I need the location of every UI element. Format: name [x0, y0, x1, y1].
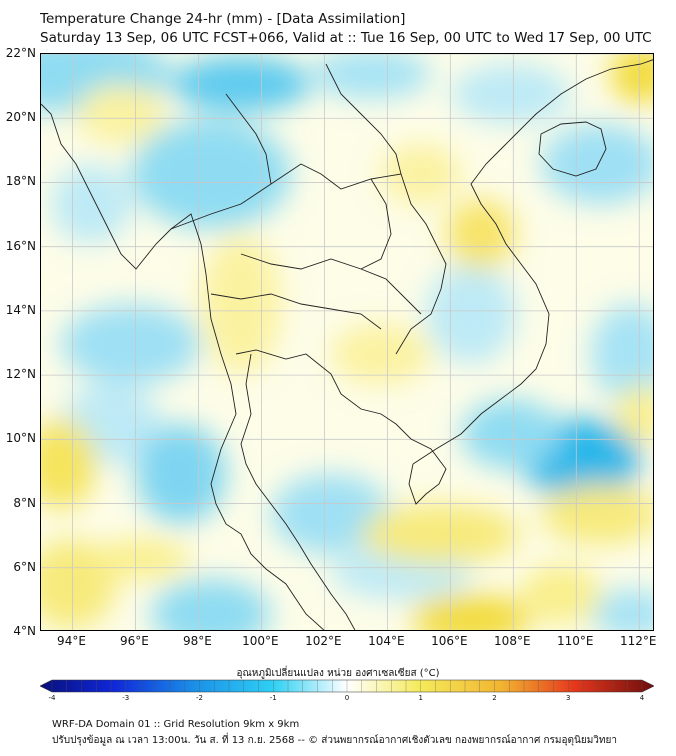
cooling-area [591, 304, 653, 404]
map-subtitle: Saturday 13 Sep, 06 UTC FCST+066, Valid … [40, 30, 652, 46]
vietnam-coastline [412, 59, 653, 465]
colorbar-tick-label: 4 [639, 694, 645, 702]
warming-area [331, 324, 431, 384]
inland-border [360, 178, 392, 270]
latitude-label: 4°N [13, 624, 36, 638]
warming-area [41, 419, 96, 509]
warming-area [381, 144, 461, 204]
colorbar-tick-label: 3 [566, 694, 571, 702]
longitude-label: 104°E [368, 634, 405, 648]
peninsula-east-coast [240, 353, 356, 630]
colorbar-tick-label: -1 [269, 694, 277, 702]
latitude-label: 14°N [5, 302, 36, 317]
latitude-label: 22°N [5, 46, 36, 60]
warming-area [611, 54, 653, 104]
warming-area [616, 384, 653, 444]
cooling-area [61, 304, 201, 384]
colorbar-tick-label: 0 [344, 694, 350, 702]
colorbar [40, 679, 654, 693]
warming-area [521, 564, 601, 624]
model-info: WRF-DA Domain 01 :: Grid Resolution 9km … [52, 719, 300, 730]
temperature-field [41, 54, 653, 630]
cooling-area [541, 124, 653, 204]
longitude-label: 108°E [494, 634, 531, 648]
colorbar-tick-label: -2 [196, 694, 203, 702]
cooling-area [51, 164, 131, 244]
latitude-label: 8°N [13, 495, 36, 510]
longitude-label: 112°E [620, 634, 657, 648]
map-panel [40, 53, 654, 631]
cooling-area [311, 54, 431, 99]
map-canvas [41, 54, 653, 630]
latitude-label: 12°N [5, 367, 36, 382]
cooling-area [171, 56, 311, 112]
graticule [41, 54, 653, 630]
latitude-label: 18°N [5, 174, 36, 189]
longitude-label: 102°E [305, 634, 342, 648]
cooling-area [131, 119, 291, 229]
longitude-label: 98°E [182, 634, 212, 648]
warming-area [361, 504, 521, 564]
colorbar-tick-label: -4 [48, 694, 56, 702]
cooling-area [136, 424, 226, 524]
mainland-coastline [41, 103, 325, 630]
cooling-area [461, 399, 561, 469]
colorbar-tick-label: 1 [418, 694, 423, 702]
cooling-area [151, 579, 271, 630]
cooling-area [451, 64, 571, 124]
latitude-label: 6°N [13, 559, 36, 574]
latitude-label: 10°N [5, 431, 36, 446]
warming-area [76, 84, 166, 144]
colorbar-tick-label: 2 [492, 694, 497, 702]
inland-border [240, 253, 422, 315]
inland-border [225, 93, 272, 185]
longitude-label: 110°E [557, 634, 594, 648]
colorbar-tick-label: -3 [122, 694, 130, 702]
warming-area [541, 484, 653, 544]
latitude-label: 16°N [5, 238, 36, 253]
longitude-label: 106°E [431, 634, 468, 648]
map-title: Temperature Change 24-hr (mm) - [Data As… [40, 11, 406, 27]
inland-border [325, 63, 402, 175]
warming-area [91, 539, 191, 579]
colorbar-title: อุณหภูมิเปลี่ยนแปลง หน่วย องศาเซลเซียส (… [236, 668, 440, 679]
cooling-area [591, 589, 653, 630]
warming-area [201, 234, 281, 374]
latitude-label: 20°N [5, 110, 36, 125]
update-credit: ปรับปรุงข้อมูล ณ เวลา 13:00น. วัน ส. ที่… [52, 735, 617, 746]
longitude-label: 100°E [242, 634, 279, 648]
cooling-area [426, 264, 516, 364]
hainan-coast [538, 121, 607, 177]
colorbar-dividers [51, 680, 643, 692]
longitude-label: 96°E [120, 634, 149, 648]
gulf-coast [235, 349, 447, 505]
longitude-label: 94°E [57, 634, 86, 648]
warming-area [446, 199, 516, 269]
inland-border [210, 293, 382, 330]
coastlines [41, 59, 653, 630]
warming-area [411, 594, 531, 630]
